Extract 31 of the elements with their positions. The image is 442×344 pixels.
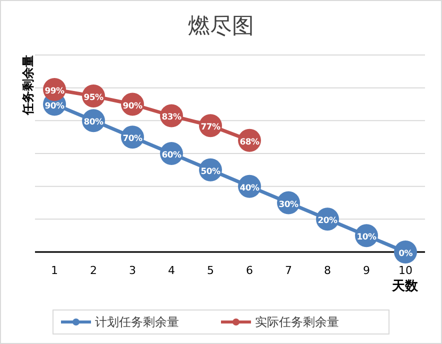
legend-label: 计划任务剩余量	[95, 315, 179, 329]
data-label: 40%	[240, 183, 260, 194]
data-label: 80%	[84, 118, 104, 128]
y-axis-title: 任务剩余量	[21, 55, 35, 116]
data-label: 68%	[240, 137, 260, 148]
x-tick-label: 6	[246, 264, 253, 277]
data-label: 99%	[44, 86, 65, 96]
legend-label: 实际任务剩余量	[255, 315, 339, 329]
x-tick-label: 10	[398, 264, 412, 277]
data-label: 83%	[162, 112, 182, 123]
data-label: 90%	[122, 101, 143, 112]
data-label: 70%	[122, 134, 143, 144]
data-label: 77%	[200, 122, 221, 133]
x-tick-label: 7	[285, 264, 292, 277]
x-tick-label: 3	[129, 264, 136, 277]
chart-title: 燃尽图	[188, 14, 254, 39]
data-label: 0%	[398, 249, 414, 259]
data-label: 50%	[200, 166, 221, 177]
data-label: 95%	[84, 93, 104, 104]
x-tick-label: 4	[168, 264, 175, 277]
data-label: 90%	[44, 101, 65, 112]
x-tick-label: 5	[207, 264, 214, 277]
data-label: 20%	[318, 216, 338, 226]
data-label: 10%	[356, 232, 377, 243]
x-tick-label: 8	[324, 264, 331, 277]
x-tick-label: 2	[90, 264, 97, 277]
data-label: 60%	[162, 150, 182, 160]
x-tick-label: 9	[363, 264, 370, 277]
x-axis-title: 天数	[391, 279, 419, 294]
data-label: 30%	[278, 200, 299, 210]
x-tick-label: 1	[51, 264, 58, 277]
